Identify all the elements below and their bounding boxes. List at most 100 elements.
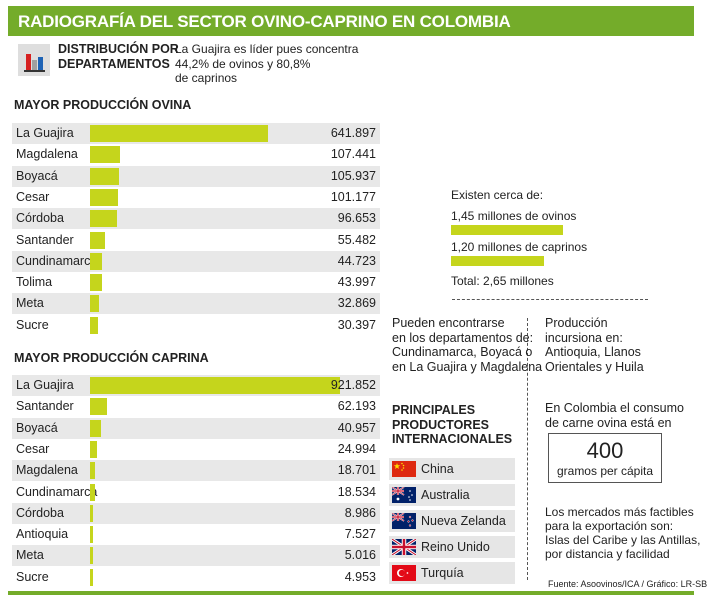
caprine-bar <box>90 504 93 522</box>
ovine-value-label: 96.653 <box>337 211 376 226</box>
caprine-total-label: 1,20 millones de caprinos <box>451 240 588 254</box>
country-name: Turquía <box>421 566 464 580</box>
page-title: RADIOGRAFÍA DEL SECTOR OVINO-CAPRINO EN … <box>18 12 511 31</box>
ovine-bar <box>90 231 106 249</box>
export-line: Los mercados más factibles <box>545 505 694 519</box>
ovine-bar-row: Meta 32.869 <box>12 293 380 315</box>
ovine-bar <box>90 274 103 292</box>
new-zealand-flag-icon <box>392 513 416 529</box>
ovine-bar-row: Cundinamarca 44.723 <box>12 250 380 272</box>
footer-rule <box>8 591 694 595</box>
caprine-total-bar <box>451 256 544 266</box>
export-text: Los mercados más factibles para la expor… <box>545 505 700 561</box>
caprine-category-label: Boyacá <box>16 420 58 435</box>
found-in-text: Pueden encontrarse en los departamentos … <box>392 316 542 374</box>
caprine-bar-chart: La Guajira 921.852 Santander 62.193 Boyacá 40… <box>12 375 380 589</box>
caprine-bar-row: Boyacá 40.957 <box>12 417 380 439</box>
ovine-value-label: 107.441 <box>330 147 376 162</box>
caprine-bar <box>90 419 102 437</box>
caprine-bar-row: Cesar 24.994 <box>12 439 380 460</box>
caprine-bar <box>90 568 93 586</box>
caprine-bar <box>90 526 93 544</box>
production-line: incursiona en: <box>545 330 623 345</box>
ovine-category-label: Cundinamarca <box>16 253 98 268</box>
ovine-category-label: Magdalena <box>16 147 78 162</box>
ovine-bar <box>90 146 120 164</box>
distribution-note-line: de caprinos <box>175 71 238 85</box>
ovine-total-bar <box>451 225 563 235</box>
production-line: Producción <box>545 316 608 330</box>
source-credit: Fuente: Asoovinos/ICA / Gráfico: LR-SB <box>548 579 708 589</box>
distribution-title-line: DISTRIBUCIÓN POR <box>58 42 179 56</box>
caprine-value-label: 24.994 <box>337 441 376 456</box>
export-line: para la exportación son: <box>545 519 674 533</box>
turkey-flag-icon <box>392 565 416 581</box>
ovine-bar <box>90 125 268 142</box>
distribution-note-line: La Guajira es líder pues concentra <box>175 42 359 56</box>
header-banner: RADIOGRAFÍA DEL SECTOR OVINO-CAPRINO EN … <box>8 6 694 36</box>
ovine-bar <box>90 188 119 206</box>
caprine-value-label: 5.016 <box>344 548 376 563</box>
united-kingdom-flag-icon <box>392 539 416 555</box>
caprine-bar-row: Cundinamarca 18.534 <box>12 482 380 503</box>
totals-title: Existen cerca de: <box>451 188 544 202</box>
ovine-category-label: Córdoba <box>16 211 64 226</box>
consumption-box: 400 gramos per cápita <box>548 433 662 483</box>
ovine-value-label: 43.997 <box>337 275 376 290</box>
caprine-category-label: Cundinamarca <box>16 484 98 499</box>
found-in-line: en La Guajira y Magdalena <box>392 359 543 374</box>
ovine-category-label: Tolima <box>16 275 53 290</box>
ovine-value-label: 44.723 <box>337 253 376 268</box>
producers-title-line: INTERNACIONALES <box>392 432 513 446</box>
ovine-bar-row: Córdoba 96.653 <box>12 208 380 230</box>
consumption-line: de carne ovina está en <box>545 415 672 430</box>
ovine-bar-row: Tolima 43.997 <box>12 272 380 293</box>
caprine-category-label: Santander <box>16 399 74 414</box>
caprine-value-label: 921.852 <box>330 378 376 392</box>
caprine-value-label: 7.527 <box>344 527 376 542</box>
caprine-value-label: 18.534 <box>337 484 376 499</box>
production-line: Antioquia, Llanos <box>545 345 641 359</box>
found-in-line: en los departamentos de: <box>392 330 534 345</box>
country-name: Reino Unido <box>421 540 490 554</box>
ovine-total-label: 1,45 millones de ovinos <box>451 209 577 223</box>
caprine-value-label: 8.986 <box>344 505 376 520</box>
ovine-bar-row: Boyacá 105.937 <box>12 165 380 187</box>
ovine-category-label: Cesar <box>16 189 50 204</box>
ovine-bar <box>90 252 103 270</box>
ovine-value-label: 32.869 <box>337 296 376 311</box>
ovine-category-label: Sucre <box>16 317 49 332</box>
caprine-bar <box>90 440 97 458</box>
country-row: China <box>389 458 515 480</box>
caprine-category-label: Cesar <box>16 441 50 456</box>
ovine-chart-title: MAYOR PRODUCCIÓN OVINA <box>14 98 192 112</box>
ovine-value-label: 101.177 <box>330 189 376 204</box>
caprine-bar <box>90 462 96 480</box>
country-name: Nueva Zelanda <box>421 514 506 528</box>
consumption-text: En Colombia el consumo de carne ovina es… <box>545 401 684 430</box>
caprine-bar-row: Córdoba 8.986 <box>12 502 380 524</box>
caprine-bar <box>90 398 107 416</box>
ovine-bar <box>90 167 120 185</box>
vertical-divider <box>527 318 528 580</box>
ovine-category-label: Boyacá <box>16 168 58 183</box>
consumption-value: 400 <box>586 438 624 463</box>
ovine-bar <box>90 316 99 334</box>
export-line: por distancia y facilidad <box>545 547 670 561</box>
caprine-bar-row: La Guajira 921.852 <box>12 375 380 396</box>
australia-flag-icon <box>392 487 416 503</box>
caprine-category-label: Magdalena <box>16 463 78 478</box>
ovine-value-label: 55.482 <box>337 232 376 247</box>
caprine-category-label: Antioquia <box>16 527 69 542</box>
country-row: Australia <box>389 484 515 506</box>
caprine-value-label: 4.953 <box>344 569 376 584</box>
caprine-bar <box>90 377 340 394</box>
caprine-bar <box>90 483 96 501</box>
country-row: Turquía <box>389 562 515 584</box>
consumption-unit: gramos per cápita <box>556 464 654 478</box>
caprine-bar-row: Santander 62.193 <box>12 396 380 417</box>
ovine-value-label: 30.397 <box>337 317 376 332</box>
ovine-bar <box>90 210 117 228</box>
ovine-bar-row: La Guajira 641.897 <box>12 123 380 144</box>
ovine-bar-row: Cesar 101.177 <box>12 187 380 208</box>
